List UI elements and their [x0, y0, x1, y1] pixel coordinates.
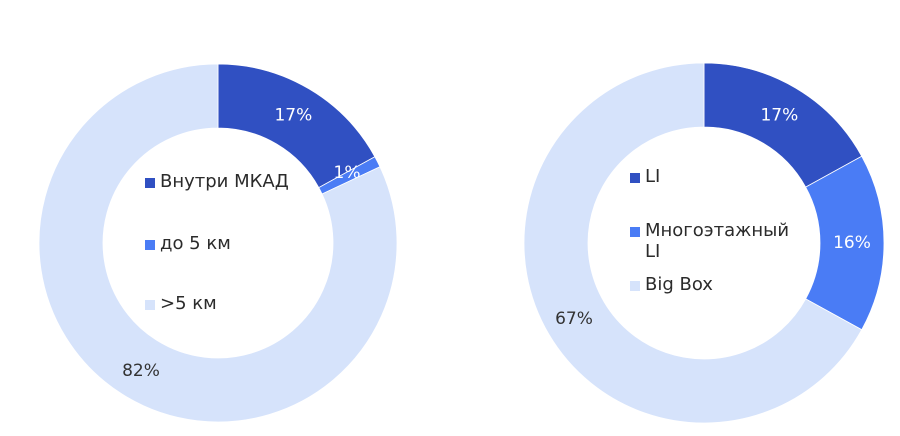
legend-label: Многоэтажный LI: [645, 220, 790, 262]
legend-item-multistorey-li: Многоэтажный LI: [630, 220, 795, 262]
data-label-2-1: 17%: [760, 106, 798, 126]
legend-label: >5 км: [160, 293, 217, 314]
legend-swatch: [145, 178, 155, 188]
legend-swatch: [630, 281, 640, 291]
legend-swatch: [145, 300, 155, 310]
donut-slice-1-3: [38, 63, 398, 423]
legend-label: LI: [645, 166, 661, 187]
legend-item-big-box: Big Box: [630, 274, 795, 295]
legend-swatch: [145, 240, 155, 250]
data-label-2-3: 67%: [555, 309, 593, 329]
legend-label: до 5 км: [160, 233, 231, 254]
legend-item-over-5km: >5 км: [145, 293, 217, 314]
legend-item-li: LI: [630, 166, 795, 187]
data-label-1-1: 17%: [274, 106, 312, 126]
donut-slice-2-3: [523, 62, 863, 424]
legend-label: Внутри МКАД: [160, 171, 289, 192]
legend-label: Big Box: [645, 274, 713, 295]
legend-item-inside-mkad: Внутри МКАД: [145, 171, 289, 192]
data-label-1-2: 1%: [334, 163, 361, 183]
legend-swatch: [630, 173, 640, 183]
legend-swatch: [630, 227, 640, 237]
legend-item-up-to-5km: до 5 км: [145, 233, 231, 254]
data-label-1-3: 82%: [122, 361, 160, 381]
data-label-2-2: 16%: [833, 233, 871, 253]
